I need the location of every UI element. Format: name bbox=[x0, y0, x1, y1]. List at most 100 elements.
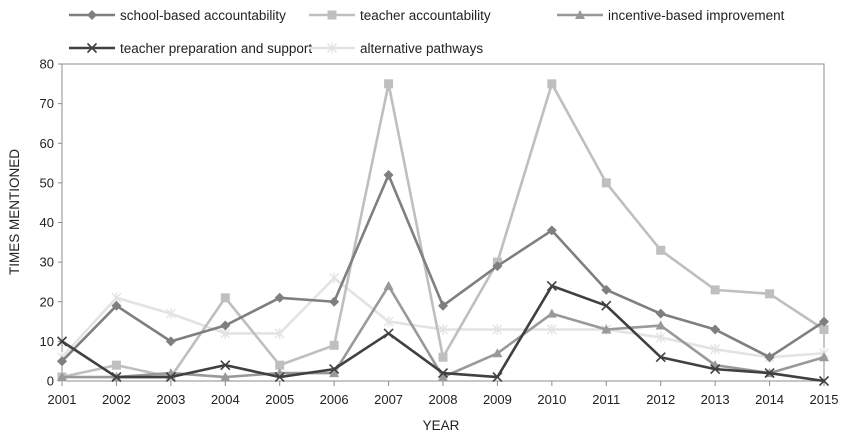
data-point bbox=[438, 372, 448, 382]
data-point bbox=[57, 356, 67, 367]
data-point bbox=[764, 352, 775, 363]
data-point bbox=[546, 323, 557, 335]
data-point bbox=[492, 261, 503, 272]
legend-marker bbox=[327, 10, 337, 20]
y-axis-title: TIMES MENTIONED bbox=[7, 149, 22, 275]
data-point bbox=[818, 375, 830, 387]
y-tick-label: 80 bbox=[40, 57, 54, 72]
data-point bbox=[383, 169, 394, 180]
data-point bbox=[57, 372, 67, 382]
legend-label: alternative pathways bbox=[360, 41, 483, 56]
series-school-based-accountability bbox=[57, 169, 829, 367]
legend-marker bbox=[575, 10, 585, 19]
y-tick-label: 40 bbox=[40, 215, 54, 230]
x-tick-label: 2004 bbox=[211, 392, 240, 407]
data-point bbox=[710, 364, 721, 375]
data-point bbox=[111, 300, 122, 311]
y-tick-label: 20 bbox=[40, 294, 54, 309]
y-tick-label: 70 bbox=[40, 96, 54, 111]
data-point bbox=[383, 316, 394, 328]
data-point bbox=[329, 368, 340, 378]
data-point bbox=[220, 320, 231, 331]
legend-label: school-based accountability bbox=[120, 8, 286, 23]
legend-entry: school-based accountability bbox=[69, 8, 286, 23]
data-point bbox=[437, 368, 449, 379]
data-point bbox=[56, 336, 68, 347]
x-tick-label: 2012 bbox=[646, 392, 675, 407]
data-point bbox=[601, 178, 611, 188]
series-line bbox=[61, 276, 825, 359]
legend-entry: teacher accountability bbox=[309, 8, 491, 23]
x-tick-label: 2001 bbox=[48, 392, 77, 407]
data-point bbox=[710, 343, 721, 355]
data-point bbox=[383, 280, 394, 290]
data-point bbox=[764, 368, 775, 379]
data-point bbox=[547, 79, 557, 89]
data-point bbox=[601, 300, 612, 311]
x-tick-label: 2003 bbox=[156, 392, 185, 407]
x-tick-label: 2007 bbox=[374, 392, 403, 407]
data-point bbox=[492, 371, 503, 383]
data-point bbox=[546, 225, 557, 236]
data-point bbox=[220, 372, 231, 382]
data-point bbox=[220, 293, 230, 303]
legend-entry: teacher preparation and support bbox=[69, 41, 312, 56]
data-point bbox=[438, 300, 448, 311]
data-point bbox=[765, 289, 775, 299]
data-point bbox=[220, 360, 231, 371]
data-point bbox=[819, 316, 829, 327]
x-tick-label: 2009 bbox=[483, 392, 512, 407]
data-point bbox=[329, 340, 339, 350]
data-point bbox=[655, 308, 666, 319]
x-tick-label: 2002 bbox=[102, 392, 131, 407]
data-point bbox=[275, 360, 285, 370]
legend-marker bbox=[327, 42, 337, 54]
data-point bbox=[819, 352, 829, 362]
series-teacher-preparation-and-support bbox=[56, 280, 830, 387]
data-point bbox=[710, 285, 720, 295]
data-point bbox=[710, 324, 721, 335]
data-point bbox=[384, 79, 394, 89]
data-point bbox=[656, 245, 666, 255]
data-point bbox=[111, 360, 121, 370]
data-point bbox=[492, 348, 503, 358]
x-tick-label: 2011 bbox=[592, 392, 620, 407]
legend-label: incentive-based improvement bbox=[608, 8, 785, 23]
data-point bbox=[165, 336, 176, 347]
data-point bbox=[492, 323, 503, 335]
data-point bbox=[111, 371, 122, 383]
y-tick-label: 0 bbox=[47, 374, 54, 389]
data-point bbox=[546, 280, 557, 291]
legend-entry: alternative pathways bbox=[309, 41, 483, 56]
legend: school-based accountability teacher accou… bbox=[69, 8, 785, 56]
x-tick-label: 2005 bbox=[265, 392, 294, 407]
data-point bbox=[329, 296, 340, 307]
x-tick-label: 2010 bbox=[537, 392, 566, 407]
series-teacher-accountability bbox=[57, 79, 829, 382]
data-point bbox=[601, 324, 612, 334]
data-point bbox=[655, 331, 666, 343]
data-point bbox=[165, 308, 176, 320]
y-tick-label: 60 bbox=[40, 136, 54, 151]
legend-marker bbox=[87, 10, 97, 20]
x-axis-title: YEAR bbox=[423, 418, 460, 433]
data-point bbox=[655, 352, 666, 363]
data-point bbox=[274, 371, 285, 383]
data-point bbox=[274, 327, 285, 339]
data-point bbox=[438, 352, 448, 362]
x-axis: 2001 2002 2003 2004 2005 2006 2007 2008 2009 2010… bbox=[48, 381, 838, 407]
data-point bbox=[438, 323, 448, 335]
data-point bbox=[655, 320, 666, 330]
data-point bbox=[329, 272, 340, 284]
y-tick-label: 10 bbox=[40, 334, 54, 349]
x-tick-label: 2013 bbox=[701, 392, 730, 407]
data-point bbox=[819, 324, 829, 334]
legend-label: teacher preparation and support bbox=[120, 41, 312, 56]
legend-marker bbox=[86, 42, 98, 54]
data-point bbox=[274, 292, 285, 303]
data-point bbox=[165, 371, 176, 383]
x-tick-label: 2006 bbox=[320, 392, 349, 407]
y-tick-label: 50 bbox=[40, 175, 54, 190]
data-point bbox=[546, 308, 557, 318]
